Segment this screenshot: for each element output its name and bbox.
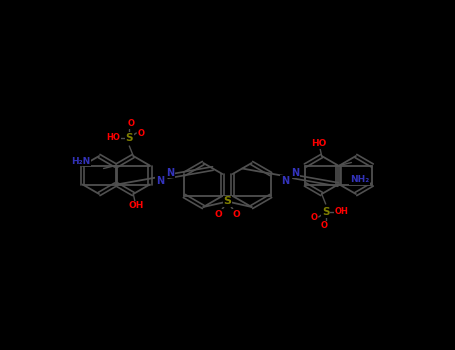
Text: OH: OH	[129, 202, 144, 210]
Text: S: S	[223, 196, 232, 206]
Text: N: N	[156, 175, 164, 186]
Text: HO: HO	[311, 140, 326, 148]
Text: O: O	[233, 210, 240, 219]
Text: NH₂: NH₂	[350, 175, 369, 184]
Text: S: S	[322, 207, 329, 217]
Text: HO: HO	[106, 133, 120, 142]
Text: N: N	[166, 168, 174, 177]
Text: N: N	[291, 168, 299, 177]
Text: O: O	[138, 128, 145, 138]
Text: S: S	[126, 133, 133, 143]
Text: OH: OH	[335, 208, 349, 217]
Text: O: O	[128, 119, 135, 128]
Text: O: O	[320, 222, 327, 231]
Text: O: O	[310, 212, 317, 222]
Text: N: N	[281, 175, 289, 186]
Text: H₂N: H₂N	[71, 156, 91, 166]
Text: O: O	[215, 210, 222, 219]
